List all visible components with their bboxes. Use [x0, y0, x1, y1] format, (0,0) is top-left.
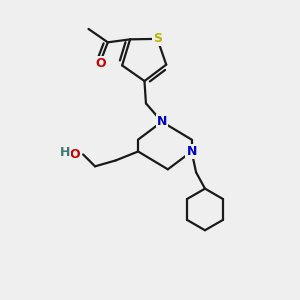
Text: S: S: [153, 32, 162, 45]
Text: N: N: [186, 145, 197, 158]
Text: O: O: [70, 148, 80, 161]
Text: N: N: [157, 115, 167, 128]
Text: O: O: [95, 57, 106, 70]
Text: H: H: [59, 146, 70, 160]
